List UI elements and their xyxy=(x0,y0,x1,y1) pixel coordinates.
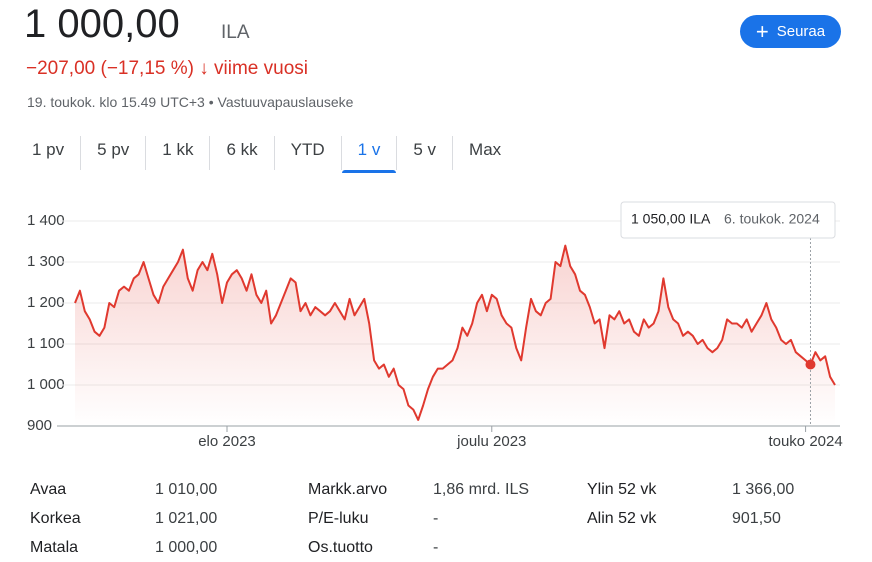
y-tick-label: 1 300 xyxy=(27,253,65,270)
tooltip-date: 6. toukok. 2024 xyxy=(724,211,820,227)
range-tab[interactable]: 6 kk xyxy=(210,136,275,170)
stat-label: P/E-luku xyxy=(308,510,369,527)
stat-value: 1,86 mrd. ILS xyxy=(433,481,530,498)
stat-value: 1 021,00 xyxy=(155,510,218,527)
change: −207,00 (−17,15 %) ↓ viime vuosi xyxy=(26,58,308,80)
plus-icon: + xyxy=(755,18,769,44)
price: 1 000,00 xyxy=(24,2,180,46)
range-tab[interactable]: Max xyxy=(469,140,502,159)
tooltip-box xyxy=(620,201,836,239)
x-tick-label: elo 2023 xyxy=(198,433,256,450)
range-tab[interactable]: 5 pv xyxy=(81,136,147,170)
stat-value: 1 000,00 xyxy=(155,539,218,556)
disclaimer-link[interactable]: Vastuuvapauslauseke xyxy=(217,94,354,110)
y-tick-label: 1 000 xyxy=(27,376,65,393)
hover-point xyxy=(805,359,816,370)
stat-label: Korkea xyxy=(30,510,81,527)
currency: ILA xyxy=(221,22,250,43)
follow-button[interactable]: + Seuraa xyxy=(740,15,841,48)
stat-label: Markk.arvo xyxy=(308,481,388,498)
change-period: viime vuosi xyxy=(214,58,309,79)
price-line xyxy=(74,244,836,421)
down-arrow: ↓ xyxy=(199,58,209,79)
y-tick-label: 1 400 xyxy=(27,212,65,229)
range-tab[interactable]: 1 pv xyxy=(16,136,82,170)
stat-value: 1 366,00 xyxy=(732,481,795,498)
follow-label: Seuraa xyxy=(776,23,826,40)
stat-value: 901,50 xyxy=(732,510,781,527)
stat-label: Matala xyxy=(30,539,79,556)
range-tab[interactable]: 5 v xyxy=(397,136,454,170)
y-tick-label: 900 xyxy=(27,417,52,434)
range-tab[interactable]: 1 kk xyxy=(146,136,211,170)
stat-value: - xyxy=(433,539,439,556)
area xyxy=(75,245,835,426)
x-tick-label: joulu 2023 xyxy=(456,433,526,450)
y-tick-label: 1 200 xyxy=(27,294,65,311)
stat-label: Os.tuotto xyxy=(308,539,373,556)
x-tick-label: touko 2024 xyxy=(768,433,842,450)
range-tab[interactable]: 1 v xyxy=(341,136,398,173)
stat-value: - xyxy=(433,510,439,527)
y-tick-label: 1 100 xyxy=(27,335,65,352)
stat-label: Avaa xyxy=(30,481,67,498)
change-value: −207,00 (−17,15 %) xyxy=(26,58,194,79)
timestamp-line: 19. toukok. klo 15.49 UTC+3 • Vastuuvapa… xyxy=(27,94,354,110)
tooltip-value: 1 050,00 ILA xyxy=(631,211,711,227)
stat-label: Ylin 52 vk xyxy=(587,481,657,498)
timestamp: 19. toukok. klo 15.49 UTC+3 xyxy=(27,94,205,110)
stat-value: 1 010,00 xyxy=(155,481,218,498)
stat-label: Alin 52 vk xyxy=(587,510,657,527)
range-tab[interactable]: YTD xyxy=(275,136,342,170)
